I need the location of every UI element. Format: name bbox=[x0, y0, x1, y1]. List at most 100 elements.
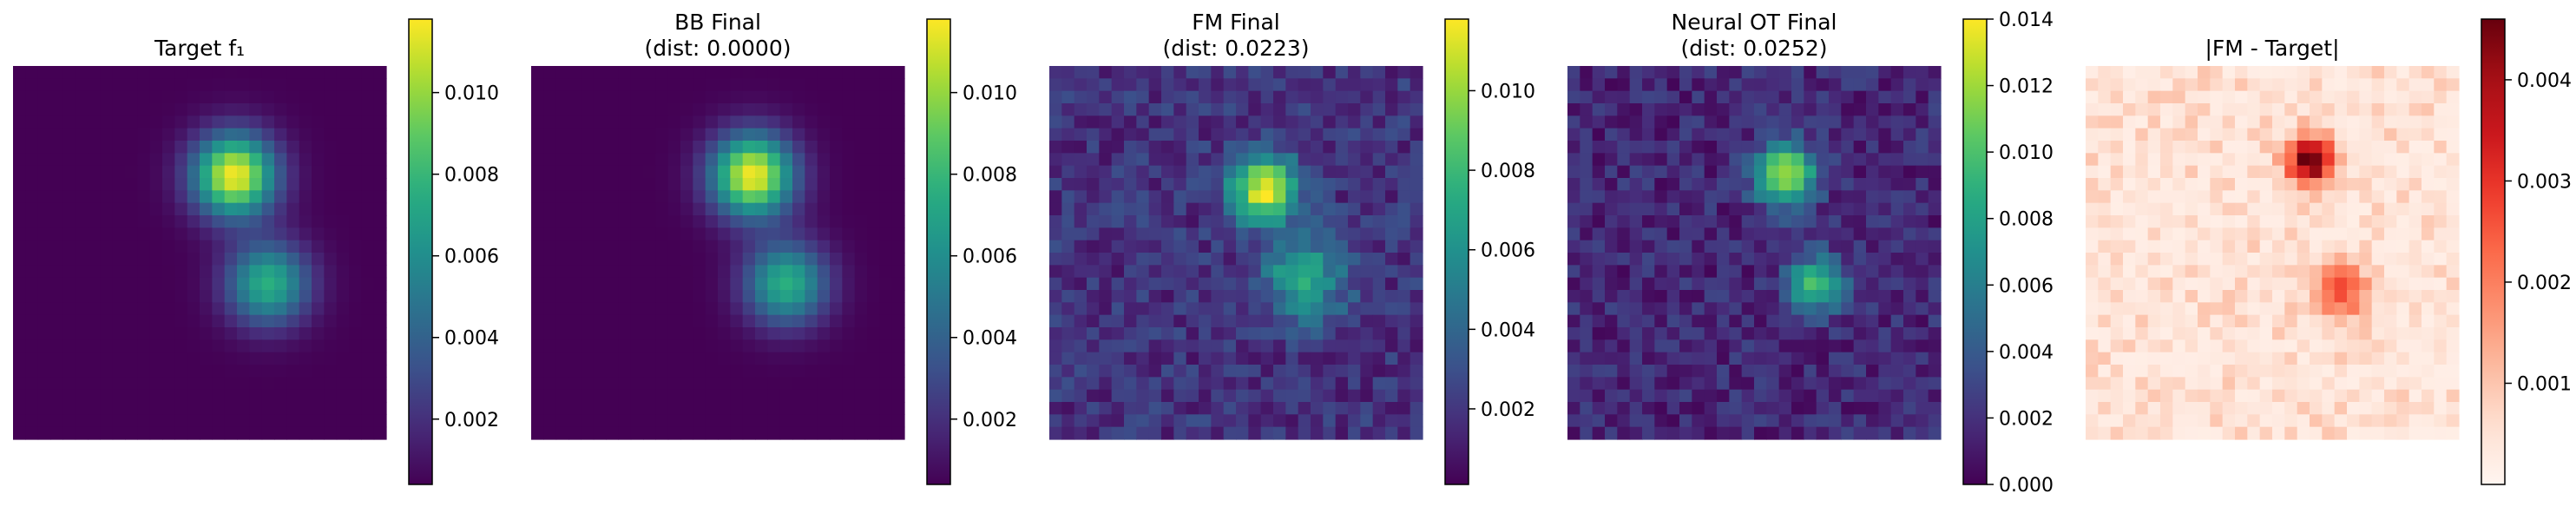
heatmap-cell bbox=[1348, 377, 1361, 391]
heatmap-cell bbox=[37, 103, 51, 116]
heatmap-cell bbox=[349, 165, 362, 179]
heatmap-cell bbox=[349, 153, 362, 167]
heatmap-cell bbox=[100, 115, 114, 129]
heatmap-cell bbox=[1754, 78, 1767, 92]
heatmap-cell bbox=[2098, 402, 2112, 415]
heatmap-cell bbox=[62, 426, 76, 440]
heatmap-cell bbox=[1679, 314, 1692, 328]
heatmap-cell bbox=[312, 141, 325, 154]
heatmap-cell bbox=[1704, 202, 1718, 216]
heatmap-cell bbox=[1916, 339, 1929, 353]
heatmap-cell bbox=[2422, 277, 2435, 291]
heatmap-cell bbox=[1816, 78, 1830, 92]
heatmap-cell bbox=[13, 365, 26, 378]
heatmap-cell bbox=[842, 426, 856, 440]
heatmap-cell bbox=[1124, 215, 1137, 228]
heatmap-cell bbox=[2359, 128, 2373, 142]
heatmap-cell bbox=[100, 265, 114, 279]
heatmap-cell bbox=[1592, 178, 1606, 191]
heatmap-cell bbox=[1567, 103, 1580, 116]
heatmap-cell bbox=[50, 265, 63, 279]
panel-title: |FM - Target| bbox=[2205, 36, 2339, 61]
heatmap-cell bbox=[2198, 302, 2211, 316]
heatmap-cell bbox=[1878, 302, 1892, 316]
heatmap-cell bbox=[1335, 240, 1349, 254]
heatmap-cell bbox=[2098, 314, 2112, 328]
heatmap-cell bbox=[2123, 66, 2136, 79]
heatmap-cell bbox=[531, 277, 544, 291]
heatmap-cell bbox=[1285, 153, 1299, 167]
heatmap-cell bbox=[2322, 66, 2336, 79]
heatmap-cell bbox=[730, 103, 744, 116]
heatmap-cell bbox=[2185, 402, 2198, 415]
heatmap-cell bbox=[543, 253, 557, 266]
heatmap-cell bbox=[1360, 302, 1374, 316]
heatmap-cell bbox=[1348, 103, 1361, 116]
heatmap-cell bbox=[1410, 78, 1423, 92]
heatmap-cell bbox=[2371, 215, 2385, 228]
heatmap-cell bbox=[1372, 365, 1386, 378]
heatmap-cell bbox=[1087, 78, 1100, 92]
heatmap-cell bbox=[361, 190, 375, 204]
heatmap-cell bbox=[1236, 178, 1249, 191]
heatmap-cell bbox=[75, 265, 89, 279]
heatmap-cell bbox=[1617, 128, 1631, 142]
heatmap-cell bbox=[1323, 426, 1337, 440]
heatmap-cell bbox=[1605, 215, 1618, 228]
heatmap-cell bbox=[1397, 141, 1411, 154]
heatmap-cell bbox=[1729, 414, 1743, 428]
heatmap-cell bbox=[830, 115, 843, 129]
heatmap-cell bbox=[112, 389, 126, 403]
heatmap-cell bbox=[1049, 66, 1062, 79]
heatmap-cell bbox=[149, 339, 163, 353]
heatmap-cell bbox=[1372, 128, 1386, 142]
heatmap-cell bbox=[1186, 339, 1199, 353]
heatmap-cell bbox=[2259, 314, 2273, 328]
heatmap-cell bbox=[174, 153, 188, 167]
heatmap-cell bbox=[755, 277, 768, 291]
heatmap-cell bbox=[1666, 265, 1680, 279]
heatmap-cell bbox=[137, 339, 151, 353]
heatmap-cell bbox=[1717, 128, 1730, 142]
heatmap-cell bbox=[2408, 115, 2422, 129]
heatmap-cell bbox=[1087, 389, 1100, 403]
heatmap-cell bbox=[531, 141, 544, 154]
heatmap-cell bbox=[618, 115, 632, 129]
heatmap-cell bbox=[655, 78, 669, 92]
heatmap-cell bbox=[543, 190, 557, 204]
heatmap-cell bbox=[2210, 290, 2224, 303]
heatmap-cell bbox=[125, 141, 138, 154]
heatmap-cell bbox=[1704, 302, 1718, 316]
heatmap-cell bbox=[324, 115, 338, 129]
heatmap-cell bbox=[324, 103, 338, 116]
heatmap-cell bbox=[1372, 215, 1386, 228]
heatmap-cell bbox=[1348, 302, 1361, 316]
heatmap-cell bbox=[1223, 339, 1237, 353]
heatmap-cell bbox=[1099, 103, 1113, 116]
heatmap-cell bbox=[805, 215, 818, 228]
heatmap-cell bbox=[1829, 90, 1842, 104]
heatmap-cell bbox=[655, 414, 669, 428]
heatmap-cell bbox=[1928, 414, 1942, 428]
heatmap-cell bbox=[1285, 202, 1299, 216]
heatmap-cell bbox=[1816, 277, 1830, 291]
heatmap-cell bbox=[50, 277, 63, 291]
heatmap-cell bbox=[1410, 153, 1423, 167]
heatmap-cell bbox=[1161, 103, 1174, 116]
heatmap-cell bbox=[261, 240, 275, 254]
heatmap-cell bbox=[1717, 202, 1730, 216]
heatmap-cell bbox=[2185, 327, 2198, 340]
heatmap-cell bbox=[568, 90, 582, 104]
heatmap-cell bbox=[286, 365, 300, 378]
heatmap-cell bbox=[1692, 314, 1705, 328]
heatmap-cell bbox=[655, 290, 669, 303]
heatmap-cell bbox=[1916, 115, 1929, 129]
heatmap-cell bbox=[2422, 327, 2435, 340]
heatmap-cell bbox=[2185, 265, 2198, 279]
heatmap-cell bbox=[643, 165, 656, 179]
heatmap-cell bbox=[2297, 426, 2310, 440]
heatmap-cell bbox=[312, 202, 325, 216]
heatmap-cell bbox=[531, 377, 544, 391]
heatmap-cell bbox=[373, 240, 387, 254]
heatmap-cell bbox=[1567, 90, 1580, 104]
